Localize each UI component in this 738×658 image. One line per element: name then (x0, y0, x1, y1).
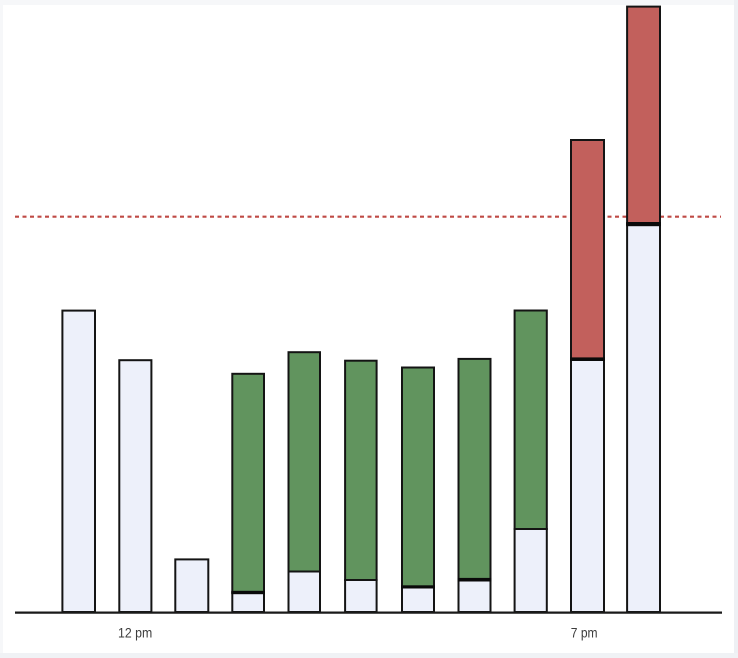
svg-text:12 pm: 12 pm (118, 625, 152, 641)
svg-text:7 pm: 7 pm (571, 625, 598, 641)
